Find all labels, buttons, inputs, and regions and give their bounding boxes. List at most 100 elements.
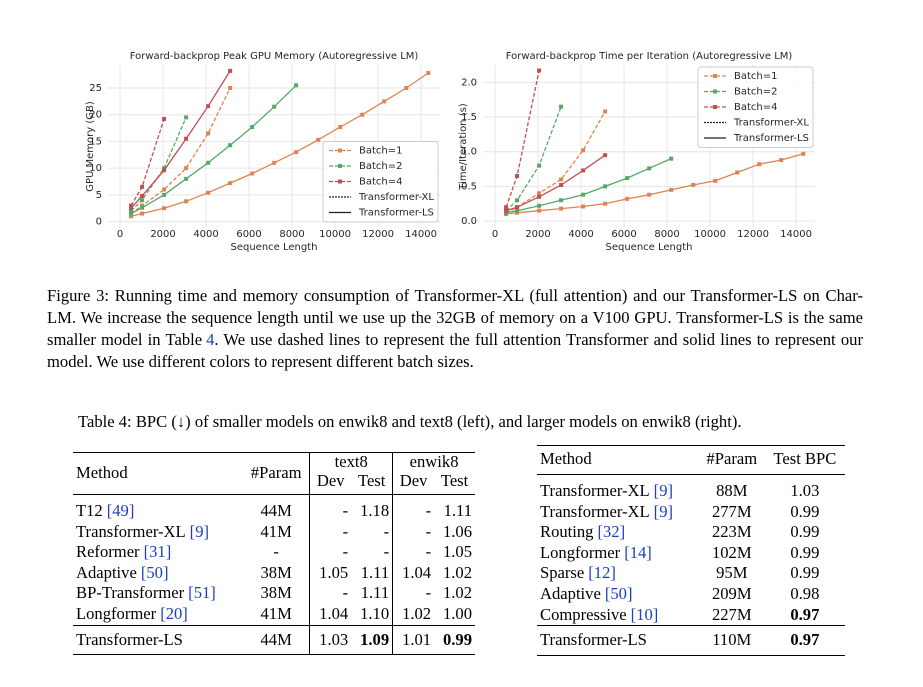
point-marker <box>140 193 145 198</box>
table-cell: 0.99 <box>434 624 475 655</box>
legend-label: Transformer-XL <box>733 118 809 129</box>
point-marker <box>603 153 608 158</box>
caption-text: . We use dashed lines to represent the f… <box>47 330 863 371</box>
citation: [49] <box>106 501 135 520</box>
y-tick-label: 1.5 <box>461 112 477 123</box>
x-tick-label: 4000 <box>193 229 218 240</box>
point-marker <box>404 85 409 90</box>
table-row: BP-Transformer [51] 38M -1.11-1.02 <box>73 583 475 604</box>
x-tick-label: 14000 <box>780 229 812 240</box>
method-cell: Longformer [20] <box>73 604 243 625</box>
y-tick-label: 1.0 <box>461 147 477 158</box>
point-marker <box>360 112 365 117</box>
citation: [50] <box>140 562 169 582</box>
header-row: Dev Test Dev Test <box>73 471 475 495</box>
point-marker <box>515 210 520 215</box>
point-marker <box>559 206 564 211</box>
point-marker <box>691 182 696 187</box>
header-cell: Dev <box>309 471 352 495</box>
left-table: Method #Param text8 enwik8 Dev Test Dev Test T12… <box>73 452 475 656</box>
series-line <box>505 106 562 212</box>
x-tick-label: 4000 <box>568 229 593 240</box>
header-cell: Test BPC <box>764 445 845 475</box>
point-marker <box>537 163 542 168</box>
point-marker <box>537 194 542 199</box>
table-cell: 1.18 <box>360 501 390 520</box>
table-cell: 95M <box>716 563 748 583</box>
table-cell: 102M <box>711 542 752 562</box>
point-marker <box>184 115 189 120</box>
point-marker <box>206 190 211 195</box>
point-marker <box>184 166 189 171</box>
y-tick-label: 0 <box>96 217 102 228</box>
point-marker <box>228 85 233 90</box>
table-cell: 88M <box>716 481 748 500</box>
y-tick-label: 10 <box>89 163 102 174</box>
table-row: Longformer [14] 102M 0.99 <box>537 543 845 564</box>
point-marker <box>250 124 255 129</box>
method-name: Sparse <box>540 563 585 583</box>
point-marker <box>801 151 806 156</box>
table-cell: 38M <box>260 583 292 603</box>
table-cell: - <box>309 494 352 522</box>
point-marker <box>625 196 630 201</box>
method-name: Longformer <box>540 542 621 562</box>
header-cell: Dev <box>392 471 435 495</box>
point-marker <box>140 203 145 208</box>
caption-ref: 4 <box>206 330 215 349</box>
point-marker <box>250 171 255 176</box>
method-cell: Adaptive [50] <box>73 563 243 584</box>
table-cell: 38M <box>260 562 292 582</box>
x-axis-label: Sequence Length <box>606 242 693 253</box>
citation: [31] <box>143 542 172 562</box>
table-cell: 0.98 <box>790 583 820 603</box>
table-cell: 0.99 <box>790 563 820 583</box>
method-cell: Adaptive [50] <box>537 584 699 605</box>
citation: [14] <box>624 542 652 562</box>
point-marker <box>294 150 299 155</box>
citation: [32] <box>597 522 626 542</box>
x-tick-label: 6000 <box>236 229 261 240</box>
caption-text: Running time and memory consumption of T… <box>47 286 863 349</box>
table-cell: 209M <box>711 583 752 603</box>
point-marker <box>581 204 586 209</box>
point-marker <box>735 170 740 175</box>
table-cell: 0.99 <box>790 542 820 562</box>
point-marker <box>129 206 134 211</box>
legend-swatch <box>338 179 342 184</box>
table-row: Transformer-XL [9] 277M 0.99 <box>537 502 845 523</box>
right-table: Method #Param Test BPC Transformer-XL [9] 88M… <box>537 445 845 656</box>
table-cell: 1.02 <box>442 562 472 582</box>
method-cell: Transformer-XL [9] <box>537 475 699 502</box>
chart-title: Forward-backprop Peak GPU Memory (Autore… <box>130 51 419 62</box>
table-row: Adaptive [50] 38M 1.05 1.11 1.04 1.02 <box>73 562 475 584</box>
method-cell: Transformer-LS <box>73 624 244 655</box>
point-marker <box>757 162 762 167</box>
point-marker <box>647 166 652 171</box>
point-marker <box>206 160 211 165</box>
citation: [12] <box>588 563 616 583</box>
point-marker <box>669 156 674 161</box>
point-marker <box>581 168 586 173</box>
point-marker <box>206 131 211 136</box>
method-name: Compressive <box>540 604 627 624</box>
table-cell: 41M <box>260 521 292 541</box>
point-marker <box>625 176 630 181</box>
citation: [9] <box>653 501 674 521</box>
table-cell: 1.03 <box>309 624 352 655</box>
point-marker <box>129 208 134 213</box>
table-cell: - <box>392 521 435 543</box>
table-cell: 0.99 <box>790 501 820 521</box>
table-cell: 0.97 <box>790 604 820 624</box>
citation: [9] <box>189 521 210 541</box>
table-cell: - <box>392 583 435 604</box>
method-name: Transformer-LS <box>540 630 647 650</box>
point-marker <box>581 148 586 153</box>
table-cell: 1.01 <box>392 624 435 655</box>
method-cell: BP-Transformer [51] <box>73 583 243 604</box>
y-tick-label: 5 <box>96 190 102 201</box>
legend-box <box>697 66 814 148</box>
table-cell: - <box>273 542 279 562</box>
point-marker <box>559 177 564 182</box>
point-marker <box>504 210 509 215</box>
